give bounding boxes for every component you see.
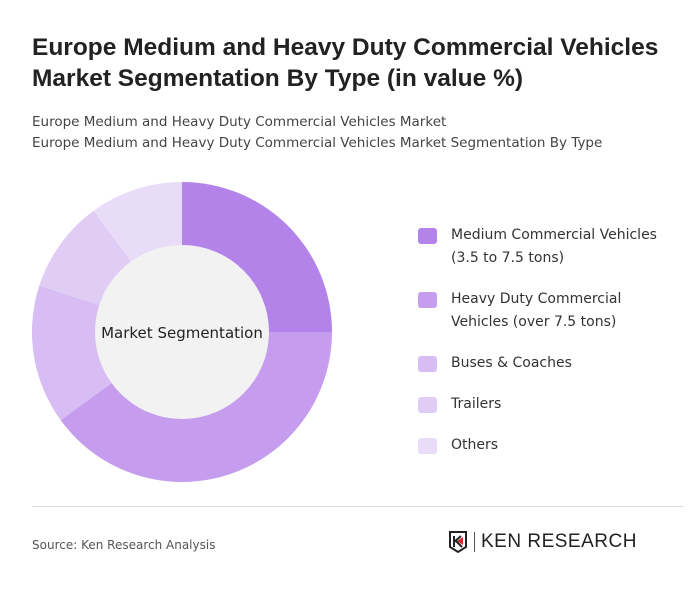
legend: Medium Commercial Vehicles (3.5 to 7.5 t… — [418, 224, 661, 475]
legend-label: Trailers — [451, 396, 502, 412]
divider — [32, 506, 684, 507]
legend-item: Medium Commercial Vehicles (3.5 to 7.5 t… — [418, 224, 661, 270]
ken-research-logo-icon — [449, 531, 467, 554]
legend-label: Medium Commercial Vehicles (3.5 to 7.5 t… — [451, 227, 657, 266]
legend-item: Buses & Coaches — [418, 352, 661, 375]
subtitle-segmentation: Europe Medium and Heavy Duty Commercial … — [32, 135, 603, 151]
legend-label: Buses & Coaches — [451, 355, 572, 371]
legend-item: Others — [418, 434, 661, 457]
logo-text: KEN RESEARCH — [474, 532, 637, 552]
legend-swatch — [418, 438, 437, 454]
legend-item: Trailers — [418, 393, 661, 416]
legend-label: Others — [451, 437, 499, 453]
subtitle-market: Europe Medium and Heavy Duty Commercial … — [32, 114, 447, 130]
legend-swatch — [418, 228, 437, 244]
donut-hole — [95, 245, 269, 419]
donut-chart: Market Segmentation — [32, 182, 332, 482]
legend-swatch — [418, 356, 437, 372]
center-label: Market Segmentation — [101, 324, 263, 342]
ken-research-logo: KEN RESEARCH — [448, 530, 637, 554]
chart-title: Europe Medium and Heavy Duty Commercial … — [32, 34, 659, 92]
legend-label: Heavy Duty Commercial Vehicles (over 7.5… — [451, 291, 622, 330]
legend-item: Heavy Duty Commercial Vehicles (over 7.5… — [418, 288, 661, 334]
legend-swatch — [418, 397, 437, 413]
legend-swatch — [418, 292, 437, 308]
source-note: Source: Ken Research Analysis — [32, 538, 216, 552]
